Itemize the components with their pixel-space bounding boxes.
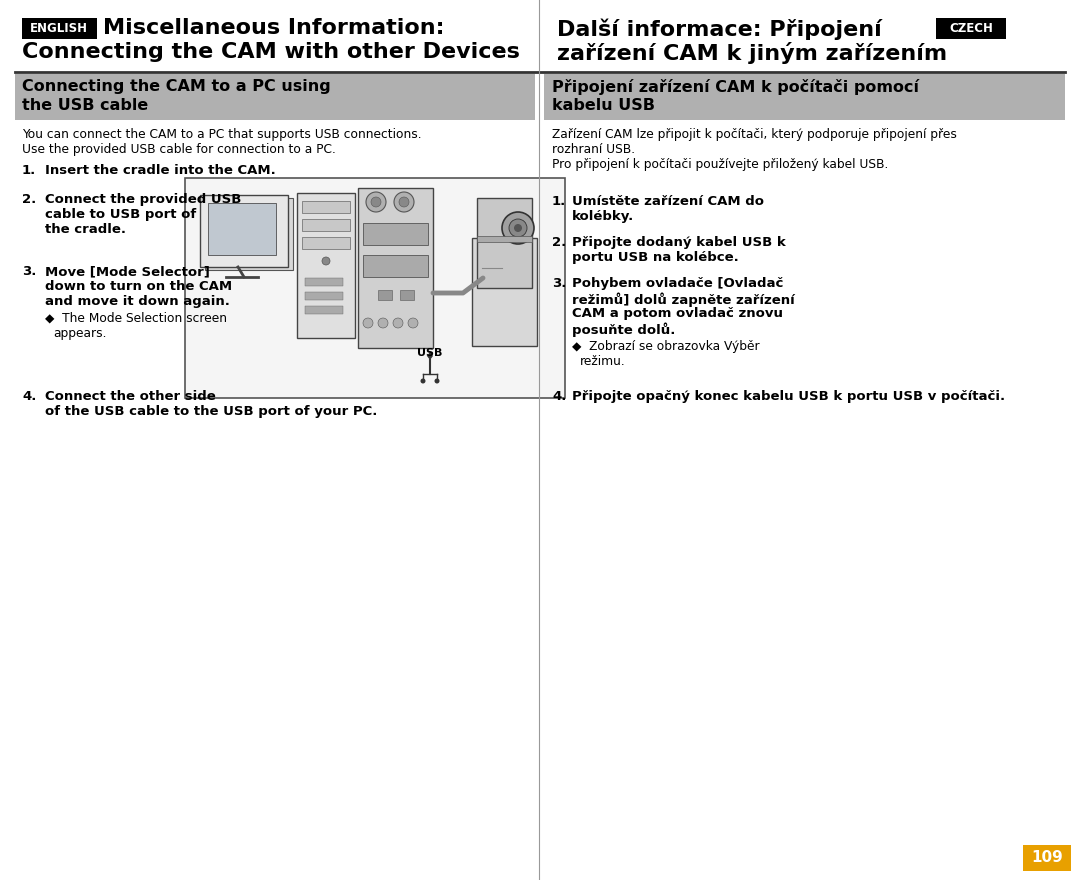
Bar — [936, 18, 1005, 39]
Text: 1.: 1. — [552, 195, 566, 208]
Text: down to turn on the CAM: down to turn on the CAM — [45, 280, 232, 293]
Text: 4.: 4. — [22, 390, 37, 403]
Text: Zařízení CAM lze připojit k počítači, který podporuje připojení přes: Zařízení CAM lze připojit k počítači, kt… — [552, 128, 957, 141]
Text: ◆  The Mode Selection screen: ◆ The Mode Selection screen — [45, 312, 227, 325]
Circle shape — [322, 257, 330, 265]
Text: Pro připojení k počítači používejte přiložený kabel USB.: Pro připojení k počítači používejte přil… — [552, 158, 889, 171]
Text: ◆  Zobrazí se obrazovka Výběr: ◆ Zobrazí se obrazovka Výběr — [572, 340, 759, 353]
Text: rozhraní USB.: rozhraní USB. — [552, 143, 635, 156]
Text: Připojte opačný konec kabelu USB k portu USB v počítači.: Připojte opačný konec kabelu USB k portu… — [572, 390, 1005, 403]
Bar — [378, 290, 392, 300]
Bar — [1023, 845, 1071, 871]
Circle shape — [434, 378, 440, 384]
Circle shape — [366, 192, 386, 212]
Text: Connecting the CAM to a PC using: Connecting the CAM to a PC using — [22, 79, 330, 94]
Bar — [472, 238, 537, 346]
Bar — [305, 292, 343, 300]
Bar — [544, 74, 1065, 120]
Circle shape — [378, 318, 388, 328]
Bar — [481, 270, 499, 284]
Polygon shape — [427, 352, 433, 360]
Circle shape — [408, 318, 418, 328]
Circle shape — [393, 318, 403, 328]
Text: appears.: appears. — [53, 327, 107, 340]
Bar — [302, 201, 350, 213]
Circle shape — [509, 219, 527, 237]
Circle shape — [363, 318, 373, 328]
Bar — [477, 236, 532, 242]
Text: Connect the provided USB: Connect the provided USB — [45, 193, 241, 206]
Bar — [305, 306, 343, 314]
Text: ENGLISH: ENGLISH — [30, 23, 87, 35]
Text: Připojení zařízení CAM k počítači pomocí: Připojení zařízení CAM k počítači pomocí — [552, 79, 919, 95]
Bar — [297, 193, 355, 338]
Text: Use the provided USB cable for connection to a PC.: Use the provided USB cable for connectio… — [22, 143, 336, 156]
Bar — [305, 278, 343, 286]
Text: Connecting the CAM with other Devices: Connecting the CAM with other Devices — [22, 42, 519, 62]
Text: You can connect the CAM to a PC that supports USB connections.: You can connect the CAM to a PC that sup… — [22, 128, 421, 141]
Text: Insert the cradle into the CAM.: Insert the cradle into the CAM. — [45, 164, 275, 177]
Text: 2.: 2. — [552, 236, 566, 249]
Text: zařízení CAM k jiným zařízením: zařízení CAM k jiným zařízením — [557, 42, 947, 64]
Bar — [15, 74, 535, 120]
Text: 109: 109 — [1031, 850, 1063, 866]
Bar — [400, 290, 414, 300]
Text: CAM a potom ovladač znovu: CAM a potom ovladač znovu — [572, 307, 783, 320]
Text: the cradle.: the cradle. — [45, 223, 126, 236]
Text: kolébky.: kolébky. — [572, 210, 634, 223]
Text: posuňte dolů.: posuňte dolů. — [572, 322, 675, 336]
Text: Další informace: Připojení: Další informace: Připojení — [557, 18, 881, 40]
Text: CZECH: CZECH — [949, 23, 993, 35]
Circle shape — [502, 212, 534, 244]
Text: USB: USB — [417, 348, 443, 358]
Bar — [302, 219, 350, 231]
Text: and move it down again.: and move it down again. — [45, 295, 230, 308]
Text: režimu.: režimu. — [580, 355, 625, 368]
Text: Move [Mode Selector]: Move [Mode Selector] — [45, 265, 210, 278]
Text: 1.: 1. — [22, 164, 37, 177]
Bar — [208, 203, 276, 255]
Circle shape — [372, 197, 381, 207]
Circle shape — [514, 224, 522, 232]
Text: the USB cable: the USB cable — [22, 98, 148, 113]
Bar — [477, 198, 532, 288]
Text: Pohybem ovladače [Ovladač: Pohybem ovladače [Ovladač — [572, 277, 783, 290]
Text: of the USB cable to the USB port of your PC.: of the USB cable to the USB port of your… — [45, 405, 377, 418]
Text: 4.: 4. — [552, 390, 566, 403]
Text: cable to USB port of: cable to USB port of — [45, 208, 197, 221]
Circle shape — [399, 197, 409, 207]
Text: portu USB na kolébce.: portu USB na kolébce. — [572, 251, 739, 264]
Text: Umístěte zařízení CAM do: Umístěte zařízení CAM do — [572, 195, 764, 208]
Bar — [302, 237, 350, 249]
Bar — [22, 18, 97, 39]
Text: 2.: 2. — [22, 193, 37, 206]
Bar — [200, 195, 288, 267]
Text: Connect the other side: Connect the other side — [45, 390, 216, 403]
Text: kabelu USB: kabelu USB — [552, 98, 654, 113]
Text: Miscellaneous Information:: Miscellaneous Information: — [103, 18, 445, 38]
Bar — [205, 198, 293, 270]
Bar — [363, 255, 428, 277]
Text: režimů] dolů zapněte zařízení: režimů] dolů zapněte zařízení — [572, 292, 795, 306]
Text: 3.: 3. — [552, 277, 566, 290]
Bar — [357, 188, 433, 348]
Bar — [363, 223, 428, 245]
Circle shape — [394, 192, 414, 212]
Circle shape — [420, 378, 426, 384]
Text: Připojte dodaný kabel USB k: Připojte dodaný kabel USB k — [572, 236, 786, 249]
Text: 3.: 3. — [22, 265, 37, 278]
Bar — [185, 178, 565, 398]
